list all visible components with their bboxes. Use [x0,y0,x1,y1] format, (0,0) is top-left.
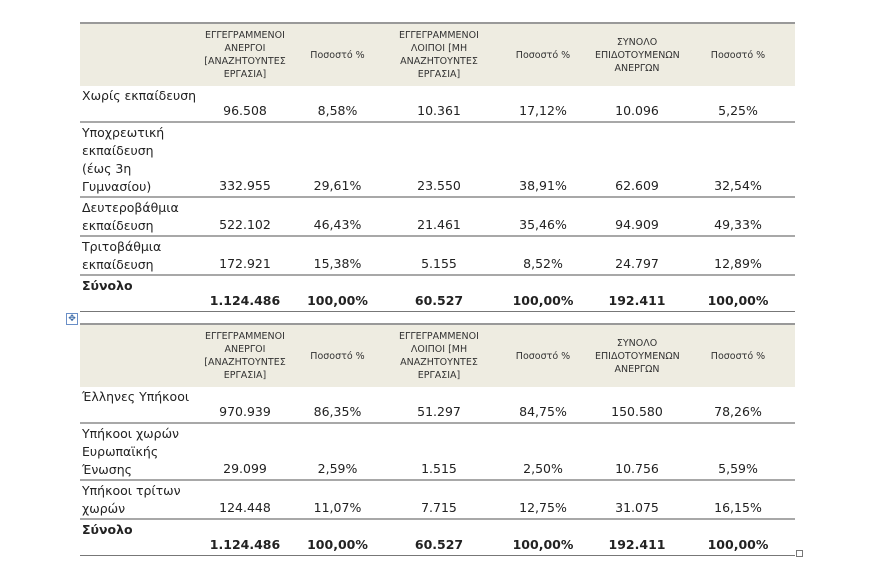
column-header: ΕΓΓΕΓΡΑΜΜΕΝΟΙ ΑΝΕΡΓΟΙ [ΑΝΑΖΗΤΟΥΝΤΕΣ ΕΡΓΑ… [200,22,290,86]
cell-value: 12,75% [493,480,593,520]
column-header: ΕΓΓΕΓΡΑΜΜΕΝΟΙ ΑΝΕΡΓΟΙ [ΑΝΑΖΗΤΟΥΝΤΕΣ ΕΡΓΑ… [200,323,290,387]
column-header: Ποσοστό % [681,323,795,387]
cell-value: 49,33% [681,197,795,237]
cell-value: 2,50% [493,423,593,481]
row-label: Σύνολο [80,519,200,556]
column-header: Ποσοστό % [290,323,385,387]
row-label: Τριτοβάθμια εκπαίδευση [80,236,200,276]
cell-value: 46,43% [290,197,385,237]
cell-value: 1.515 [385,423,493,481]
cell-value: 78,26% [681,387,795,424]
cell-value: 32,54% [681,122,795,198]
table-row: Υπήκοοι τρίτων χωρών 124.448 11,07% 7.715 12… [80,480,795,520]
nationality-table: ΕΓΓΕΓΡΑΜΜΕΝΟΙ ΑΝΕΡΓΟΙ [ΑΝΑΖΗΤΟΥΝΤΕΣ ΕΡΓΑ… [80,323,795,556]
row-label: Χωρίς εκπαίδευση [80,86,200,123]
cell-value: 11,07% [290,480,385,520]
cell-value: 60.527 [385,519,493,556]
cell-value: 62.609 [593,122,681,198]
row-label: Σύνολο [80,275,200,312]
cell-value: 21.461 [385,197,493,237]
header-row: ΕΓΓΕΓΡΑΜΜΕΝΟΙ ΑΝΕΡΓΟΙ [ΑΝΑΖΗΤΟΥΝΤΕΣ ΕΡΓΑ… [80,22,795,86]
column-header: Ποσοστό % [681,22,795,86]
cell-value: 31.075 [593,480,681,520]
table-row: Σύνολο 1.124.486 100,00% 60.527 100,00% 192.4… [80,275,795,312]
table-resize-handle-icon[interactable] [796,550,803,557]
cell-value: 94.909 [593,197,681,237]
row-label: Έλληνες Υπήκοοι [80,387,200,424]
cell-value: 100,00% [493,275,593,312]
cell-value: 24.797 [593,236,681,276]
row-label: Υποχρεωτική εκπαίδευση (έως 3η Γυμνασίου… [80,122,200,198]
cell-value: 38,91% [493,122,593,198]
cell-value: 100,00% [681,519,795,556]
table-row: Δευτεροβάθμια εκπαίδευση 522.102 46,43% 21.… [80,197,795,237]
cell-value: 10.096 [593,86,681,123]
cell-value: 970.939 [200,387,290,424]
cell-value: 8,58% [290,86,385,123]
cell-value: 100,00% [681,275,795,312]
cell-value: 522.102 [200,197,290,237]
table-row: Υπήκοοι χωρών Ευρωπαϊκής Ένωσης 29.099 2,5… [80,423,795,481]
cell-value: 1.124.486 [200,519,290,556]
table-row: Υποχρεωτική εκπαίδευση (έως 3η Γυμνασίου… [80,122,795,198]
cell-value: 84,75% [493,387,593,424]
education-table: ΕΓΓΕΓΡΑΜΜΕΝΟΙ ΑΝΕΡΓΟΙ [ΑΝΑΖΗΤΟΥΝΤΕΣ ΕΡΓΑ… [80,22,795,312]
cell-value: 5.155 [385,236,493,276]
cell-value: 5,59% [681,423,795,481]
cell-value: 7.715 [385,480,493,520]
cell-value: 1.124.486 [200,275,290,312]
cell-value: 60.527 [385,275,493,312]
cell-value: 16,15% [681,480,795,520]
table-row: Σύνολο 1.124.486 100,00% 60.527 100,00% 192.4… [80,519,795,556]
column-header: ΕΓΓΕΓΡΑΜΜΕΝΟΙ ΛΟΙΠΟΙ [ΜΗ ΑΝΑΖΗΤΟΥΝΤΕΣ ΕΡ… [385,22,493,86]
cell-value: 35,46% [493,197,593,237]
cell-value: 10.361 [385,86,493,123]
cell-value: 23.550 [385,122,493,198]
row-label: Δευτεροβάθμια εκπαίδευση [80,197,200,237]
cell-value: 8,52% [493,236,593,276]
table-row: Χωρίς εκπαίδευση 96.508 8,58% 10.361 17,12% 1… [80,86,795,123]
table-row: Έλληνες Υπήκοοι 970.939 86,35% 51.297 84,75%… [80,387,795,424]
cell-value: 100,00% [290,519,385,556]
cell-value: 96.508 [200,86,290,123]
column-header: ΣΥΝΟΛΟ ΕΠΙΔΟΤΟΥΜΕΝΩΝ ΑΝΕΡΓΩΝ [593,323,681,387]
cell-value: 17,12% [493,86,593,123]
header-row: ΕΓΓΕΓΡΑΜΜΕΝΟΙ ΑΝΕΡΓΟΙ [ΑΝΑΖΗΤΟΥΝΤΕΣ ΕΡΓΑ… [80,323,795,387]
cell-value: 2,59% [290,423,385,481]
column-header: Ποσοστό % [493,22,593,86]
cell-value: 100,00% [290,275,385,312]
header-corner [80,323,200,387]
table-move-handle-icon[interactable]: ✥ [66,313,78,325]
cell-value: 124.448 [200,480,290,520]
cell-value: 5,25% [681,86,795,123]
column-header: ΕΓΓΕΓΡΑΜΜΕΝΟΙ ΛΟΙΠΟΙ [ΜΗ ΑΝΑΖΗΤΟΥΝΤΕΣ ΕΡ… [385,323,493,387]
cell-value: 15,38% [290,236,385,276]
cell-value: 86,35% [290,387,385,424]
cell-value: 332.955 [200,122,290,198]
header-corner [80,22,200,86]
cell-value: 150.580 [593,387,681,424]
table-row: Τριτοβάθμια εκπαίδευση 172.921 15,38% 5.155… [80,236,795,276]
column-header: Ποσοστό % [493,323,593,387]
row-label: Υπήκοοι τρίτων χωρών [80,480,200,520]
row-label: Υπήκοοι χωρών Ευρωπαϊκής Ένωσης [80,423,200,481]
column-header: ΣΥΝΟΛΟ ΕΠΙΔΟΤΟΥΜΕΝΩΝ ΑΝΕΡΓΩΝ [593,22,681,86]
cell-value: 100,00% [493,519,593,556]
cell-value: 192.411 [593,275,681,312]
cell-value: 29.099 [200,423,290,481]
cell-value: 51.297 [385,387,493,424]
cell-value: 192.411 [593,519,681,556]
cell-value: 12,89% [681,236,795,276]
column-header: Ποσοστό % [290,22,385,86]
cell-value: 29,61% [290,122,385,198]
cell-value: 10.756 [593,423,681,481]
cell-value: 172.921 [200,236,290,276]
